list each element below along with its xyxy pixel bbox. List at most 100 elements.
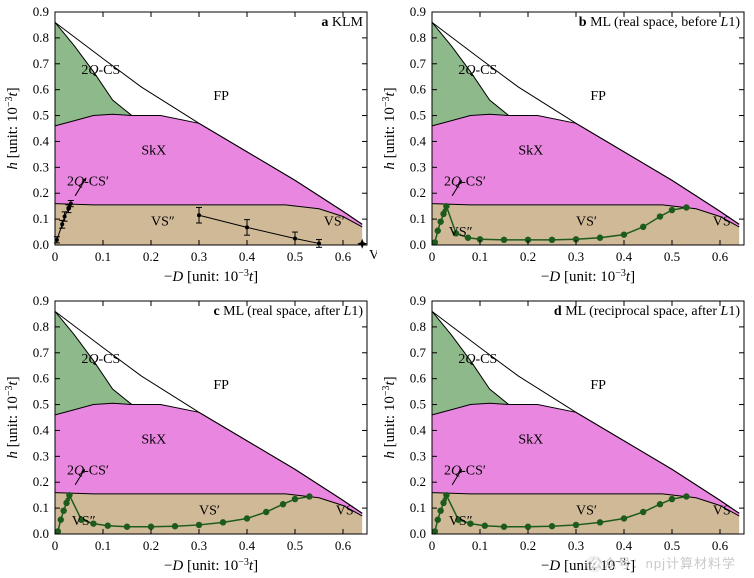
svg-text:VS: VS [369, 248, 377, 263]
svg-text:0.3: 0.3 [568, 249, 584, 264]
svg-text:0.5: 0.5 [664, 249, 680, 264]
svg-text:0.0: 0.0 [33, 237, 49, 252]
svg-text:VS′: VS′ [576, 215, 597, 230]
svg-text:VS″: VS″ [449, 225, 473, 240]
svg-text:h [unit: 10−3t]: h [unit: 10−3t] [381, 87, 399, 169]
svg-text:2Q-CS′: 2Q-CS′ [67, 463, 109, 478]
svg-text:2Q-CS: 2Q-CS [458, 63, 497, 78]
svg-text:SkX: SkX [141, 432, 166, 447]
svg-text:0.6: 0.6 [335, 538, 352, 553]
svg-text:0.4: 0.4 [410, 133, 427, 148]
svg-text:0: 0 [429, 249, 436, 264]
svg-text:−D [unit: 10−3t]: −D [unit: 10−3t] [541, 268, 635, 286]
svg-text:VS′: VS′ [324, 215, 345, 230]
svg-text:0.6: 0.6 [33, 371, 50, 386]
svg-text:2Q-CS: 2Q-CS [458, 352, 497, 367]
panel-b: 2Q-CS FP SkX 2Q-CS′ VS″ VS′ VS b ML (real space… [377, 0, 754, 289]
svg-text:VS: VS [336, 504, 354, 519]
svg-text:VS: VS [713, 504, 731, 519]
svg-text:0.9: 0.9 [410, 4, 426, 19]
svg-text:2Q-CS: 2Q-CS [81, 352, 120, 367]
svg-text:0.3: 0.3 [33, 159, 49, 174]
svg-text:0.4: 0.4 [616, 538, 633, 553]
svg-text:0.9: 0.9 [33, 4, 49, 19]
svg-text:0.6: 0.6 [712, 249, 729, 264]
svg-text:0.2: 0.2 [410, 474, 426, 489]
svg-text:0.9: 0.9 [33, 293, 49, 308]
svg-text:0.4: 0.4 [33, 133, 50, 148]
svg-text:0.1: 0.1 [33, 500, 49, 515]
svg-text:0: 0 [429, 538, 436, 553]
svg-text:0.6: 0.6 [712, 538, 729, 553]
svg-text:0.3: 0.3 [410, 448, 426, 463]
svg-text:0.1: 0.1 [33, 211, 49, 226]
svg-text:0.1: 0.1 [95, 249, 111, 264]
svg-text:0.1: 0.1 [95, 538, 111, 553]
svg-text:FP: FP [590, 378, 606, 393]
svg-text:0.6: 0.6 [410, 82, 427, 97]
panel-d: 2Q-CSFPSkX2Q-CS′VS″VS′VSd ML (reciprocal… [377, 289, 754, 578]
svg-text:SkX: SkX [141, 143, 166, 158]
svg-text:a KLM: a KLM [321, 15, 363, 30]
svg-text:0.6: 0.6 [33, 82, 50, 97]
svg-text:VS′: VS′ [576, 504, 597, 519]
svg-text:0.5: 0.5 [410, 108, 426, 123]
svg-text:0.4: 0.4 [33, 422, 50, 437]
svg-text:0.6: 0.6 [335, 249, 352, 264]
svg-text:d ML (reciprocal space, after: d ML (reciprocal space, after L1) [554, 304, 740, 319]
svg-text:−D [unit: 10−3t]: −D [unit: 10−3t] [164, 268, 258, 286]
svg-text:0.7: 0.7 [33, 345, 50, 360]
svg-text:0.2: 0.2 [143, 249, 159, 264]
svg-text:0.2: 0.2 [520, 538, 536, 553]
svg-text:−D [unit: 10−3t]: −D [unit: 10−3t] [164, 557, 258, 575]
svg-text:0.2: 0.2 [143, 538, 159, 553]
svg-text:0.1: 0.1 [410, 211, 426, 226]
svg-text:c ML (real space, after L1): c ML (real space, after L1) [213, 304, 363, 319]
svg-text:0.3: 0.3 [568, 538, 584, 553]
svg-text:0.4: 0.4 [616, 249, 633, 264]
svg-text:0.7: 0.7 [410, 345, 427, 360]
svg-text:VS: VS [713, 215, 731, 230]
svg-text:VS″: VS″ [151, 215, 175, 230]
svg-text:0: 0 [52, 538, 59, 553]
svg-text:0.3: 0.3 [33, 448, 49, 463]
svg-text:0.3: 0.3 [410, 159, 426, 174]
watermark-text: 公众号：npj计算材料学 [590, 553, 736, 572]
svg-text:0.8: 0.8 [410, 30, 426, 45]
svg-text:h [unit: 10−3t]: h [unit: 10−3t] [4, 376, 22, 458]
svg-text:SkX: SkX [518, 432, 543, 447]
svg-text:FP: FP [213, 378, 229, 393]
svg-text:2Q-CS′: 2Q-CS′ [444, 463, 486, 478]
svg-text:FP: FP [590, 89, 606, 104]
svg-text:0.7: 0.7 [33, 56, 50, 71]
svg-text:0.5: 0.5 [287, 249, 303, 264]
svg-text:0.5: 0.5 [410, 397, 426, 412]
figure-grid: 2Q-CS FP SkX 2Q-CS′ VS″ VS′ VS a KLM 0 0.1 0.2 0.3 0… [0, 0, 754, 578]
svg-text:0.1: 0.1 [472, 249, 488, 264]
svg-text:h [unit: 10−3t]: h [unit: 10−3t] [4, 87, 22, 169]
svg-text:0.0: 0.0 [410, 237, 426, 252]
svg-text:0.4: 0.4 [239, 249, 256, 264]
svg-text:0.5: 0.5 [33, 397, 49, 412]
svg-text:VS″: VS″ [72, 514, 96, 529]
svg-text:0.2: 0.2 [410, 185, 426, 200]
svg-text:0.5: 0.5 [664, 538, 680, 553]
svg-text:0.9: 0.9 [410, 293, 426, 308]
svg-text:2Q-CS′: 2Q-CS′ [444, 174, 486, 189]
svg-text:h [unit: 10−3t]: h [unit: 10−3t] [381, 376, 399, 458]
panel-a: 2Q-CSFPSkX2Q-CS′VS″VS′VSa KLM00.10.20.30… [0, 0, 377, 289]
svg-text:0.3: 0.3 [191, 538, 207, 553]
svg-text:SkX: SkX [518, 143, 543, 158]
svg-text:0.4: 0.4 [239, 538, 256, 553]
svg-text:VS′: VS′ [199, 504, 220, 519]
svg-text:2Q-CS′: 2Q-CS′ [67, 174, 109, 189]
svg-text:0: 0 [52, 249, 59, 264]
svg-text:0.2: 0.2 [520, 249, 536, 264]
svg-text:2Q-CS: 2Q-CS [81, 63, 120, 78]
svg-text:0.5: 0.5 [33, 108, 49, 123]
svg-text:0.4: 0.4 [410, 422, 427, 437]
svg-text:0.1: 0.1 [472, 538, 488, 553]
svg-text:0.6: 0.6 [410, 371, 427, 386]
svg-text:b ML (real space, before L1): b ML (real space, before L1) [579, 15, 741, 30]
svg-text:0.7: 0.7 [410, 56, 427, 71]
